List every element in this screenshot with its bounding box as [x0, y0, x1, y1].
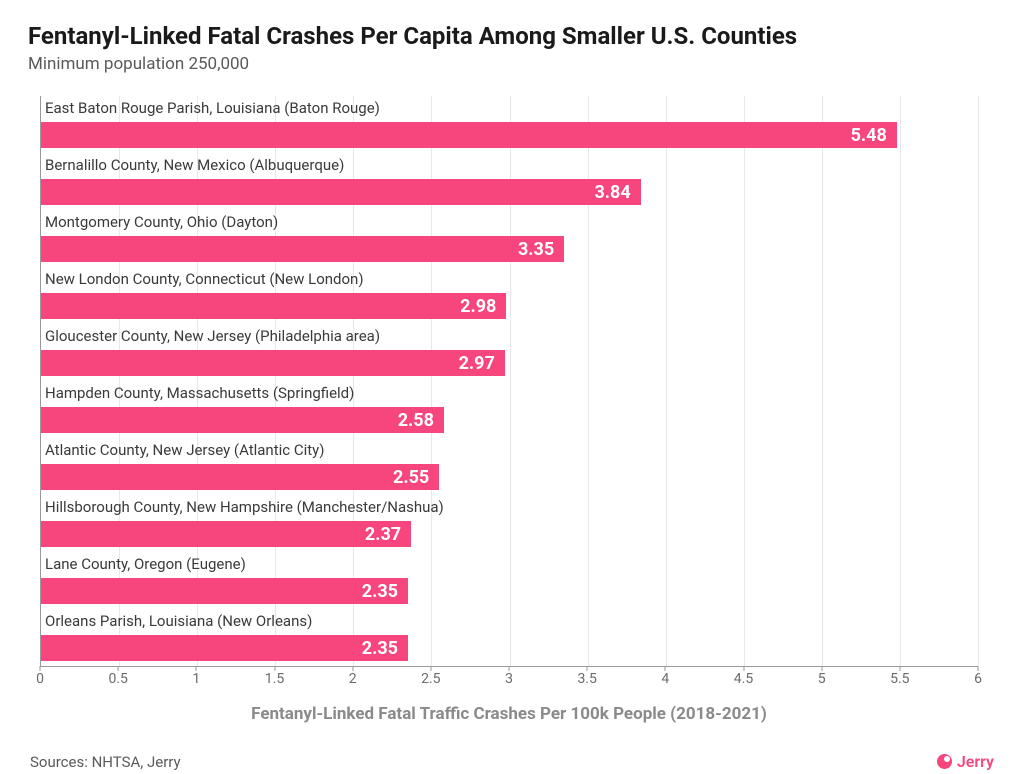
x-tick-label: 0: [36, 671, 44, 687]
bar: 2.97: [41, 350, 505, 376]
x-tick-label: 5: [818, 671, 826, 687]
bar-label: Atlantic County, New Jersey (Atlantic Ci…: [45, 441, 325, 459]
bar-row: Hillsborough County, New Hampshire (Manc…: [41, 495, 978, 552]
x-axis: 00.511.522.533.544.555.56: [40, 666, 978, 690]
x-tick-label: 4.5: [734, 671, 753, 687]
x-tick-label: 3.5: [577, 671, 596, 687]
bar-row: East Baton Rouge Parish, Louisiana (Bato…: [41, 96, 978, 153]
bar-label: Hillsborough County, New Hampshire (Manc…: [45, 498, 444, 516]
bar: 2.35: [41, 635, 408, 661]
bar-value: 2.35: [362, 638, 398, 659]
bar-row: Gloucester County, New Jersey (Philadelp…: [41, 324, 978, 381]
bar-label: East Baton Rouge Parish, Louisiana (Bato…: [45, 99, 380, 117]
x-tick-label: 4: [661, 671, 669, 687]
chart-subtitle: Minimum population 250,000: [28, 54, 996, 74]
brand-icon: [937, 754, 952, 769]
footer: Sources: NHTSA, Jerry Jerry: [28, 752, 996, 771]
brand-name: Jerry: [957, 752, 994, 771]
bar-value: 2.97: [459, 353, 495, 374]
bar-label: New London County, Connecticut (New Lond…: [45, 270, 364, 288]
bar-label: Bernalillo County, New Mexico (Albuquerq…: [45, 156, 344, 174]
x-tick-label: 2: [349, 671, 357, 687]
bar-value: 5.48: [851, 125, 887, 146]
x-tick-label: 5.5: [890, 671, 909, 687]
x-tick-label: 1: [192, 671, 200, 687]
brand-logo: Jerry: [937, 752, 994, 771]
bar-row: Atlantic County, New Jersey (Atlantic Ci…: [41, 438, 978, 495]
x-axis-label: Fentanyl-Linked Fatal Traffic Crashes Pe…: [40, 704, 978, 724]
bar-value: 2.58: [398, 410, 434, 431]
bar-value: 2.55: [393, 467, 429, 488]
x-tick-label: 3: [505, 671, 513, 687]
bar-label: Gloucester County, New Jersey (Philadelp…: [45, 327, 380, 345]
x-tick-label: 1.5: [265, 671, 284, 687]
bar-label: Lane County, Oregon (Eugene): [45, 555, 246, 573]
bar-value: 2.98: [460, 296, 496, 317]
bar-value: 2.35: [362, 581, 398, 602]
bar-row: Lane County, Oregon (Eugene) 2.35: [41, 552, 978, 609]
bar-label: Hampden County, Massachusetts (Springfie…: [45, 384, 354, 402]
bar-label: Montgomery County, Ohio (Dayton): [45, 213, 278, 231]
plot-region: East Baton Rouge Parish, Louisiana (Bato…: [40, 96, 978, 666]
bar: 3.35: [41, 236, 564, 262]
bar: 3.84: [41, 179, 641, 205]
bar: 2.55: [41, 464, 439, 490]
bar-row: New London County, Connecticut (New Lond…: [41, 267, 978, 324]
bar-row: Bernalillo County, New Mexico (Albuquerq…: [41, 153, 978, 210]
x-tick-label: 0.5: [108, 671, 127, 687]
gridline: [978, 96, 979, 666]
x-tick-label: 6: [974, 671, 982, 687]
bar-row: Hampden County, Massachusetts (Springfie…: [41, 381, 978, 438]
bar: 2.58: [41, 407, 444, 433]
bar-row: Montgomery County, Ohio (Dayton) 3.35: [41, 210, 978, 267]
bar-value: 3.35: [518, 239, 554, 260]
chart-area: East Baton Rouge Parish, Louisiana (Bato…: [40, 96, 978, 724]
chart-title: Fentanyl-Linked Fatal Crashes Per Capita…: [28, 22, 996, 50]
bar-label: Orleans Parish, Louisiana (New Orleans): [45, 612, 312, 630]
sources-text: Sources: NHTSA, Jerry: [30, 753, 181, 771]
bar: 5.48: [41, 122, 897, 148]
x-tick-label: 2.5: [421, 671, 440, 687]
bar-value: 2.37: [365, 524, 401, 545]
bar: 2.37: [41, 521, 411, 547]
bar-value: 3.84: [594, 182, 630, 203]
bar-row: Orleans Parish, Louisiana (New Orleans) 2…: [41, 609, 978, 666]
bar: 2.98: [41, 293, 506, 319]
bar: 2.35: [41, 578, 408, 604]
